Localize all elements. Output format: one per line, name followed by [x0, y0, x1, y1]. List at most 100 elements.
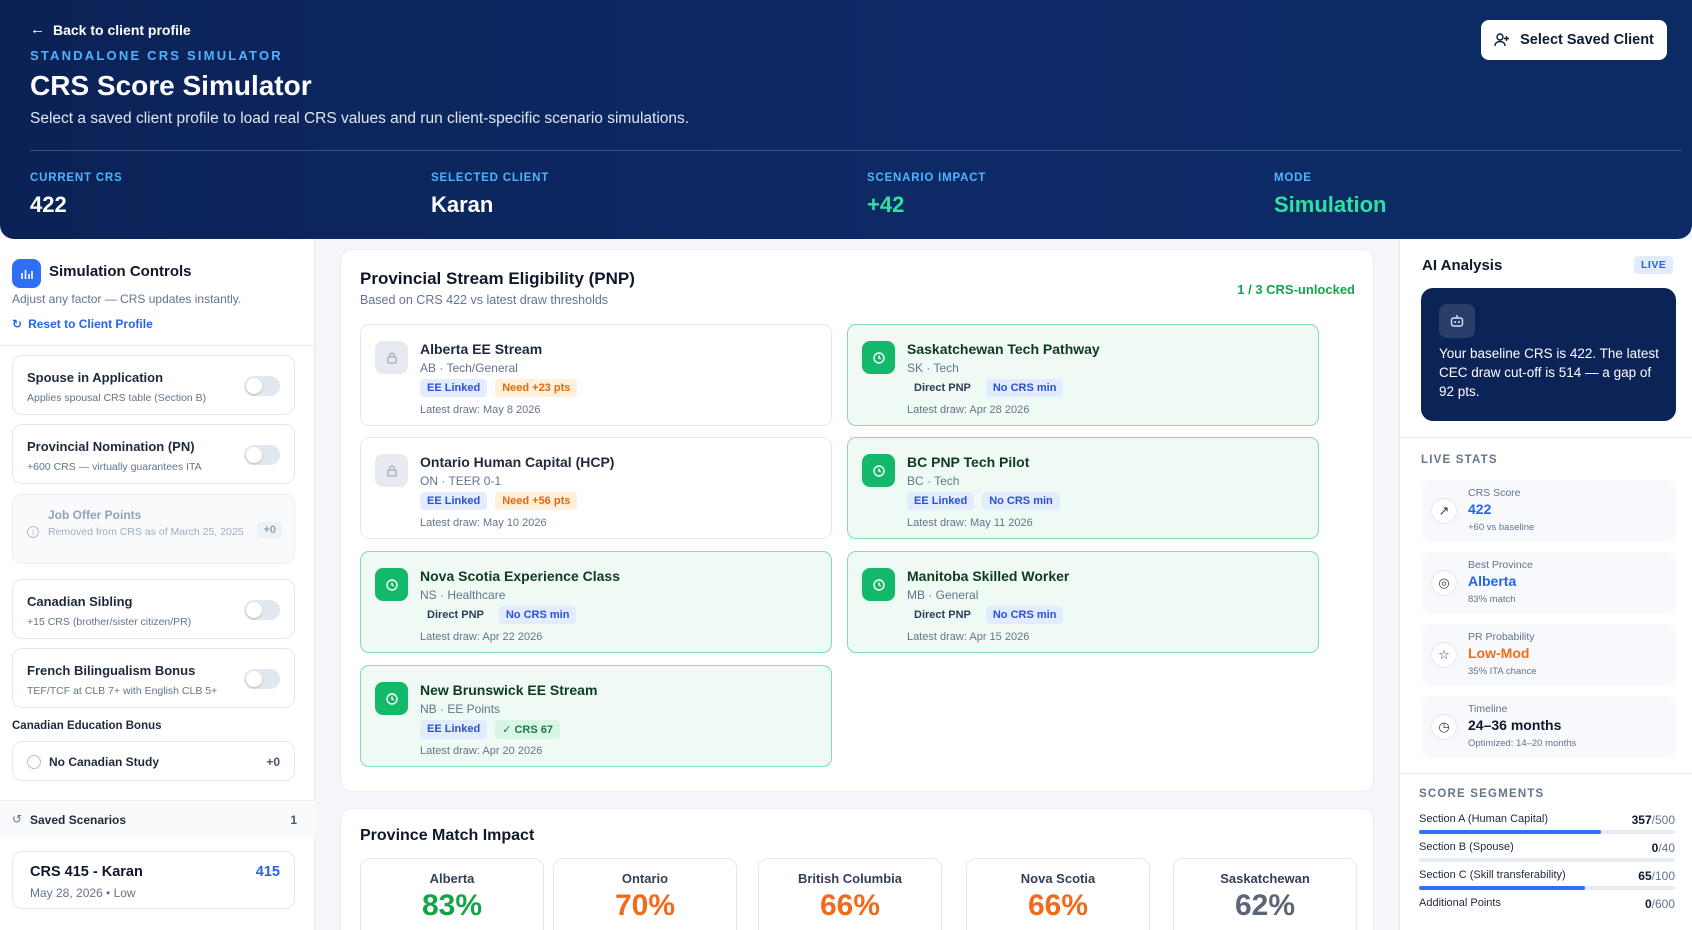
- live-stat-label: CRS Score: [1468, 487, 1521, 499]
- scenario-meta: May 28, 2026 • Low: [30, 886, 136, 900]
- education-option-points: +0: [266, 755, 280, 769]
- french-toggle[interactable]: [244, 669, 280, 689]
- province-impact-card[interactable]: Ontario 70%: [553, 858, 737, 930]
- sibling-toggle[interactable]: [244, 600, 280, 620]
- lock-icon: [375, 341, 408, 374]
- stream-name: Saskatchewan Tech Pathway: [907, 341, 1100, 357]
- segment-name: Section A (Human Capital): [1419, 813, 1549, 825]
- controls-subtitle: Adjust any factor — CRS updates instantl…: [12, 292, 242, 306]
- toggle-desc: +600 CRS — virtually guarantees ITA: [27, 461, 202, 473]
- toggle-desc: TEF/TCF at CLB 7+ with English CLB 5+: [27, 685, 218, 697]
- divider: [1399, 437, 1692, 438]
- segment-track: [1419, 858, 1675, 862]
- stat-label: SCENARIO IMPACT: [867, 172, 987, 184]
- check-circle-icon: [862, 568, 895, 601]
- stream-tag: No CRS min: [982, 492, 1060, 510]
- live-stat-label: Timeline: [1468, 703, 1508, 715]
- stream-tag: No CRS min: [985, 379, 1064, 397]
- saved-scenarios-label: Saved Scenarios: [30, 813, 127, 827]
- score-segment-row: Section C (Skill transferability) 65/100: [1419, 869, 1675, 893]
- province-match-pct: 62%: [1234, 889, 1296, 922]
- stream-card[interactable]: Ontario Human Capital (HCP) ON · TEER 0-…: [360, 437, 832, 539]
- spouse-toggle[interactable]: [244, 376, 280, 396]
- page-title: CRS Score Simulator: [30, 70, 312, 101]
- segment-fill: [1419, 886, 1586, 890]
- live-stat-card: ↗ CRS Score 422 +60 vs baseline: [1421, 480, 1676, 542]
- stream-card[interactable]: Alberta EE Stream AB · Tech/General EE L…: [360, 324, 832, 426]
- segment-max: /100: [1651, 869, 1675, 883]
- stream-tag: Need +56 pts: [495, 492, 578, 510]
- back-link[interactable]: ← Back to client profile: [30, 21, 191, 38]
- stream-tag: EE Linked: [420, 720, 488, 739]
- stream-name: BC PNP Tech Pilot: [907, 454, 1030, 470]
- score-segment-row: Section A (Human Capital) 357/500: [1419, 813, 1675, 837]
- stream-name: Ontario Human Capital (HCP): [420, 454, 615, 470]
- stream-name: Nova Scotia Experience Class: [420, 568, 620, 584]
- history-icon: ↺: [12, 812, 23, 826]
- pn-toggle[interactable]: [244, 445, 280, 465]
- live-stat-value: Low-Mod: [1468, 645, 1530, 661]
- radio-icon: [27, 755, 41, 769]
- check-circle-icon: [375, 568, 408, 601]
- arrow-left-icon: ←: [30, 21, 45, 38]
- stream-tag: Need +23 pts: [495, 379, 578, 397]
- province-impact-card[interactable]: Alberta 83%: [360, 858, 544, 930]
- page-subtitle: Select a saved client profile to load re…: [30, 110, 690, 127]
- stream-tag: EE Linked: [907, 492, 975, 510]
- stream-card[interactable]: Manitoba Skilled Worker MB · General Dir…: [847, 551, 1319, 653]
- pnp-subtitle: Based on CRS 422 vs latest draw threshol…: [360, 293, 609, 307]
- stream-card[interactable]: Nova Scotia Experience Class NS · Health…: [360, 551, 832, 653]
- province-impact-card[interactable]: British Columbia 66%: [758, 858, 942, 930]
- pnp-unlocked-count: 1 / 3 CRS-unlocked: [1237, 282, 1355, 297]
- segment-name: Section C (Skill transferability): [1419, 869, 1566, 881]
- education-option[interactable]: No Canadian Study +0: [12, 741, 295, 781]
- stream-tag: Direct PNP: [914, 382, 971, 394]
- stat-scenario-impact: SCENARIO IMPACT +42: [867, 172, 986, 218]
- stream-latest-draw: Latest draw: Apr 22 2026: [420, 631, 543, 643]
- stream-name: Manitoba Skilled Worker: [907, 568, 1070, 584]
- toggle-desc: +15 CRS (brother/sister citizen/PR): [27, 616, 192, 628]
- toggle-label: Provincial Nomination (PN): [27, 439, 195, 454]
- segment-name: Additional Points: [1419, 897, 1501, 909]
- segment-max: /500: [1651, 813, 1675, 827]
- stream-latest-draw: Latest draw: May 11 2026: [907, 517, 1033, 529]
- stream-meta: AB · Tech/General: [420, 361, 518, 375]
- robot-icon: [1439, 304, 1475, 338]
- stream-tags: EE Linked Need +23 pts: [420, 379, 578, 397]
- segment-max: /600: [1651, 897, 1675, 911]
- select-saved-client-button[interactable]: Select Saved Client: [1481, 20, 1667, 60]
- header: ← Back to client profile STANDALONE CRS S…: [0, 0, 1692, 239]
- job-offer-label: Job Offer Points: [48, 508, 142, 522]
- live-stat-card: ☆ PR Probability Low-Mod 35% ITA chance: [1421, 624, 1676, 686]
- stream-card[interactable]: BC PNP Tech Pilot BC · Tech EE Linked No …: [847, 437, 1319, 539]
- segment-max: /40: [1658, 841, 1675, 855]
- education-option-label: No Canadian Study: [49, 755, 160, 769]
- stream-card[interactable]: Saskatchewan Tech Pathway SK · Tech Dire…: [847, 324, 1319, 426]
- reset-label: Reset to Client Profile: [28, 317, 153, 331]
- province-impact-card[interactable]: Nova Scotia 66%: [966, 858, 1150, 930]
- province-name: Ontario: [621, 871, 669, 886]
- province-match-pct: 66%: [819, 889, 881, 922]
- stream-tags: EE Linked No CRS min: [907, 492, 1060, 510]
- province-match-pct: 70%: [614, 889, 676, 922]
- stream-tag: EE Linked: [420, 492, 488, 510]
- refresh-icon: ↻: [12, 317, 23, 331]
- segment-value: 0/600: [1645, 897, 1675, 911]
- controls-title: Simulation Controls: [49, 263, 192, 280]
- info-icon: i: [27, 526, 39, 538]
- toggle-desc: Applies spousal CRS table (Section B): [27, 392, 207, 404]
- saved-scenario-card[interactable]: CRS 415 - Karan May 28, 2026 • Low 415: [12, 851, 295, 909]
- saved-scenarios-header[interactable]: ↺ Saved Scenarios 1: [0, 800, 315, 838]
- stream-card[interactable]: New Brunswick EE Stream NB · EE Points E…: [360, 665, 832, 767]
- ai-insight-text: Your baseline CRS is 422. The latest CEC…: [1439, 346, 1659, 399]
- stream-tags: Direct PNP No CRS min: [907, 379, 1064, 397]
- scenario-name: CRS 415 - Karan: [30, 864, 143, 880]
- segment-score: 0: [1651, 841, 1659, 855]
- target-icon: ◎: [1431, 570, 1457, 596]
- reset-profile-link[interactable]: ↻ Reset to Client Profile: [12, 317, 153, 331]
- stat-selected-client: SELECTED CLIENT Karan: [431, 172, 549, 218]
- stream-latest-draw: Latest draw: Apr 20 2026: [420, 745, 543, 757]
- stream-tags: Direct PNP No CRS min: [907, 606, 1064, 624]
- toggle-label: Canadian Sibling: [27, 594, 133, 609]
- province-impact-card[interactable]: Saskatchewan 62%: [1173, 858, 1357, 930]
